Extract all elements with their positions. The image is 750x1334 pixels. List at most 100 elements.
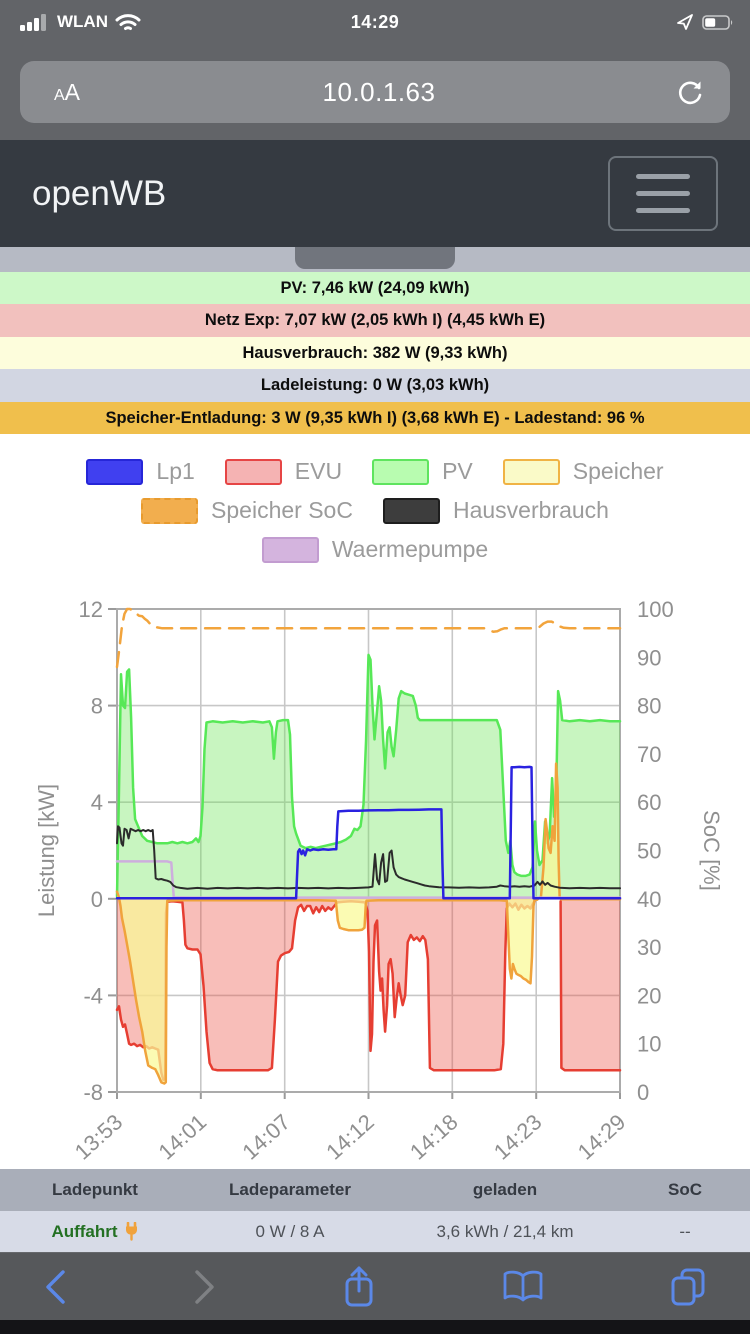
carrier-label: WLAN bbox=[57, 12, 108, 31]
wifi-icon bbox=[115, 13, 141, 30]
tabs-button[interactable] bbox=[668, 1266, 708, 1308]
svg-text:70: 70 bbox=[637, 742, 661, 767]
clock: 14:29 bbox=[350, 11, 400, 32]
forward-icon bbox=[194, 1269, 214, 1304]
chart-legend: Lp1 EVU PV Speicher Speicher SoC Hausverbrauc… bbox=[0, 458, 750, 563]
summary-row: Hausverbrauch: 382 W (9,33 kWh) bbox=[0, 336, 750, 370]
svg-text:12: 12 bbox=[79, 597, 103, 622]
legend-label: Lp1 bbox=[156, 458, 195, 484]
legend-swatch bbox=[372, 458, 430, 485]
col-ladeparameter: Ladeparameter bbox=[229, 1180, 351, 1199]
col-geladen: geladen bbox=[472, 1180, 538, 1199]
svg-text:80: 80 bbox=[637, 694, 661, 719]
svg-text:100: 100 bbox=[637, 597, 674, 622]
cell-signal-icon bbox=[20, 14, 46, 31]
svg-text:10: 10 bbox=[637, 1032, 661, 1057]
share-button[interactable] bbox=[341, 1264, 377, 1310]
svg-text:8: 8 bbox=[91, 694, 103, 719]
chargepoint-name-cell[interactable]: Auffahrt bbox=[0, 1222, 190, 1242]
safari-toolbar-wrap bbox=[0, 1252, 750, 1334]
status-right bbox=[675, 0, 736, 44]
chargepoint-table: Ladepunkt Ladeparameter geladen SoC Auff… bbox=[0, 1169, 750, 1252]
reload-button[interactable] bbox=[634, 78, 704, 106]
svg-text:14:07: 14:07 bbox=[237, 1109, 295, 1160]
chart-card: Lp1 EVU PV Speicher Speicher SoC Hausverbrauc… bbox=[0, 434, 750, 1165]
legend-item: Waermepumpe bbox=[261, 536, 489, 563]
svg-text:0: 0 bbox=[637, 1080, 649, 1105]
charge-params-cell: 0 W / 8 A bbox=[255, 1221, 325, 1241]
svg-text:14:29: 14:29 bbox=[573, 1109, 631, 1160]
hamburger-bar bbox=[636, 208, 690, 214]
legend-swatch bbox=[141, 497, 199, 524]
svg-text:SoC [%]: SoC [%] bbox=[699, 810, 724, 891]
svg-text:30: 30 bbox=[637, 935, 661, 960]
address-bar: AA 10.0.1.63 bbox=[0, 44, 750, 140]
safari-toolbar bbox=[0, 1252, 750, 1320]
plug-icon bbox=[125, 1222, 137, 1241]
svg-text:50: 50 bbox=[637, 839, 661, 864]
svg-text:13:53: 13:53 bbox=[70, 1109, 128, 1160]
legend-item: PV bbox=[372, 458, 473, 485]
svg-text:14:12: 14:12 bbox=[321, 1109, 379, 1160]
legend-item: Hausverbrauch bbox=[382, 497, 609, 524]
svg-text:-4: -4 bbox=[83, 983, 103, 1008]
hamburger-menu-button[interactable] bbox=[608, 156, 718, 232]
svg-text:14:18: 14:18 bbox=[405, 1109, 463, 1160]
bookmarks-button[interactable] bbox=[501, 1268, 545, 1306]
svg-text:Leistung [kW]: Leistung [kW] bbox=[34, 784, 59, 917]
forward-button[interactable] bbox=[192, 1267, 218, 1307]
status-bar: WLAN 14:29 bbox=[0, 0, 750, 44]
energy-summary: PV: 7,46 kW (24,09 kWh) Netz Exp: 7,07 kW… bbox=[0, 272, 750, 434]
legend-row: Lp1 EVU PV Speicher bbox=[0, 458, 750, 485]
soc-cell: -- bbox=[679, 1221, 691, 1241]
svg-text:90: 90 bbox=[637, 645, 661, 670]
legend-swatch bbox=[224, 458, 282, 485]
legend-label: PV bbox=[442, 458, 473, 484]
table-header-row: Ladepunkt Ladeparameter geladen SoC bbox=[0, 1169, 750, 1211]
svg-text:14:01: 14:01 bbox=[153, 1109, 211, 1160]
book-icon bbox=[503, 1270, 542, 1301]
svg-text:4: 4 bbox=[91, 790, 103, 815]
svg-text:0: 0 bbox=[91, 887, 103, 912]
legend-swatch bbox=[382, 497, 440, 524]
legend-swatch bbox=[86, 458, 144, 485]
legend-label: Hausverbrauch bbox=[452, 497, 609, 523]
home-indicator-area bbox=[0, 1320, 750, 1334]
status-left: WLAN bbox=[20, 0, 141, 44]
battery-icon bbox=[702, 14, 733, 30]
scrolled-button-peek[interactable] bbox=[295, 247, 455, 270]
tabs-icon bbox=[671, 1268, 705, 1305]
url-pill[interactable]: AA 10.0.1.63 bbox=[20, 61, 730, 123]
app-navbar: openWB bbox=[0, 140, 750, 248]
legend-label: Speicher bbox=[572, 458, 664, 484]
svg-text:14:23: 14:23 bbox=[489, 1109, 547, 1160]
legend-item: Speicher SoC bbox=[141, 497, 353, 524]
svg-text:-8: -8 bbox=[83, 1080, 103, 1105]
summary-row: Ladeleistung: 0 W (3,03 kWh) bbox=[0, 369, 750, 402]
legend-swatch bbox=[502, 458, 560, 485]
summary-row: PV: 7,46 kW (24,09 kWh) bbox=[0, 272, 750, 305]
location-arrow-icon bbox=[677, 14, 693, 30]
charged-cell: 3,6 kWh / 21,4 km bbox=[436, 1221, 574, 1241]
text-size-button[interactable]: AA bbox=[54, 78, 81, 105]
ios-chrome-top: WLAN 14:29 AA bbox=[0, 0, 750, 140]
col-ladepunkt: Ladepunkt bbox=[52, 1180, 138, 1199]
svg-text:60: 60 bbox=[637, 790, 661, 815]
hamburger-bar bbox=[636, 174, 690, 180]
app-title: openWB bbox=[32, 173, 167, 213]
back-button[interactable] bbox=[42, 1267, 68, 1307]
summary-row: Netz Exp: 7,07 kW (2,05 kWh I) (4,45 kWh… bbox=[0, 304, 750, 337]
back-icon bbox=[46, 1269, 65, 1304]
scroll-strip bbox=[0, 247, 750, 273]
url-text[interactable]: 10.0.1.63 bbox=[322, 76, 436, 107]
hamburger-bar bbox=[636, 191, 690, 197]
legend-label: Speicher SoC bbox=[211, 497, 353, 523]
svg-text:40: 40 bbox=[637, 887, 661, 912]
share-icon bbox=[345, 1266, 373, 1306]
legend-label: Waermepumpe bbox=[331, 536, 489, 562]
legend-item: EVU bbox=[224, 458, 342, 485]
legend-row: Speicher SoC Hausverbrauch bbox=[0, 497, 750, 524]
legend-swatch bbox=[261, 536, 319, 563]
